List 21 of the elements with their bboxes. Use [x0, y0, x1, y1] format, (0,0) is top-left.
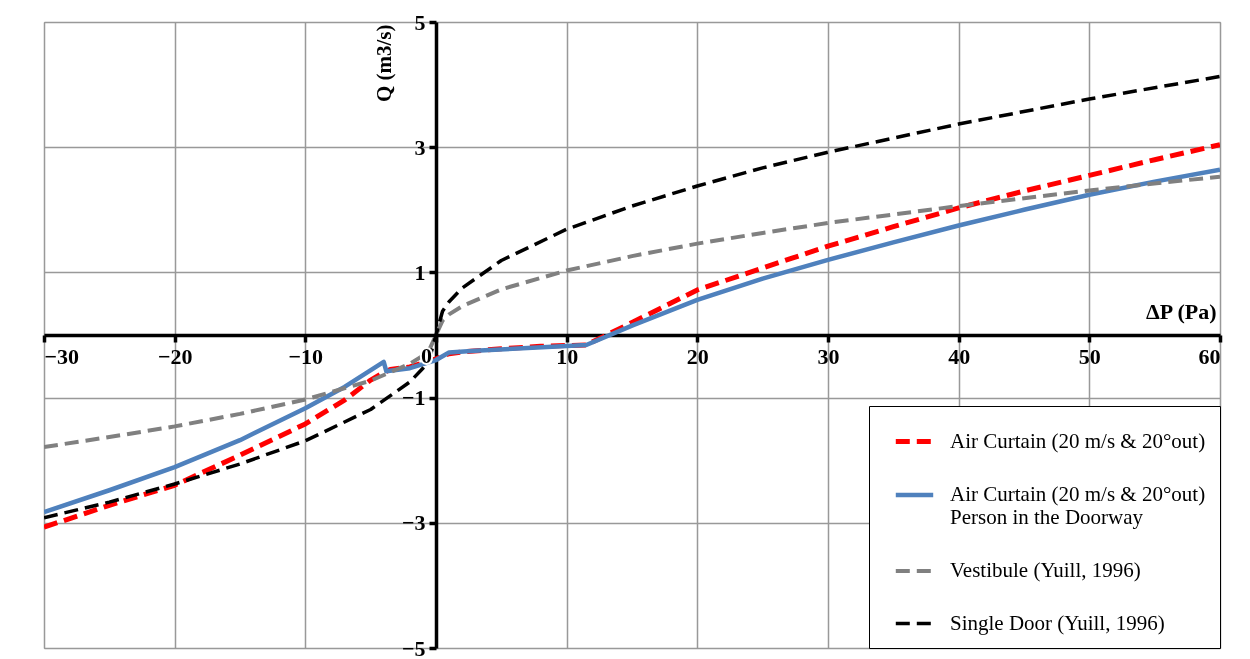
- y-tick-label: 1: [414, 259, 426, 285]
- x-tick-label: −10: [288, 343, 324, 369]
- y-tick-label: −1: [401, 385, 426, 411]
- x-axis-title: ΔP (Pa): [1145, 298, 1217, 324]
- x-tick-label: 20: [686, 343, 709, 369]
- legend-label: Single Door (Yuill, 1996): [950, 610, 1165, 635]
- x-tick-label: 40: [948, 343, 971, 369]
- legend-label: Vestibule (Yuill, 1996): [950, 558, 1141, 582]
- y-axis-title: Q (m3/s): [371, 24, 396, 103]
- y-tick-label: −5: [401, 635, 426, 659]
- x-tick-label: 30: [817, 343, 840, 369]
- y-tick-label: 3: [414, 134, 426, 160]
- x-tick-label: −20: [157, 343, 193, 369]
- legend-label: Air Curtain (20 m/s & 20°out) Person in the Doorway: [950, 482, 1206, 529]
- x-tick-label: 10: [556, 343, 579, 369]
- y-tick-label: 5: [414, 9, 426, 35]
- x-tick-label: 60: [1198, 343, 1221, 369]
- x-tick-label: 50: [1078, 343, 1101, 369]
- legend-label: Air Curtain (20 m/s & 20°out): [950, 428, 1206, 453]
- y-tick-label: −3: [401, 510, 426, 536]
- x-tick-label: −30: [44, 343, 80, 369]
